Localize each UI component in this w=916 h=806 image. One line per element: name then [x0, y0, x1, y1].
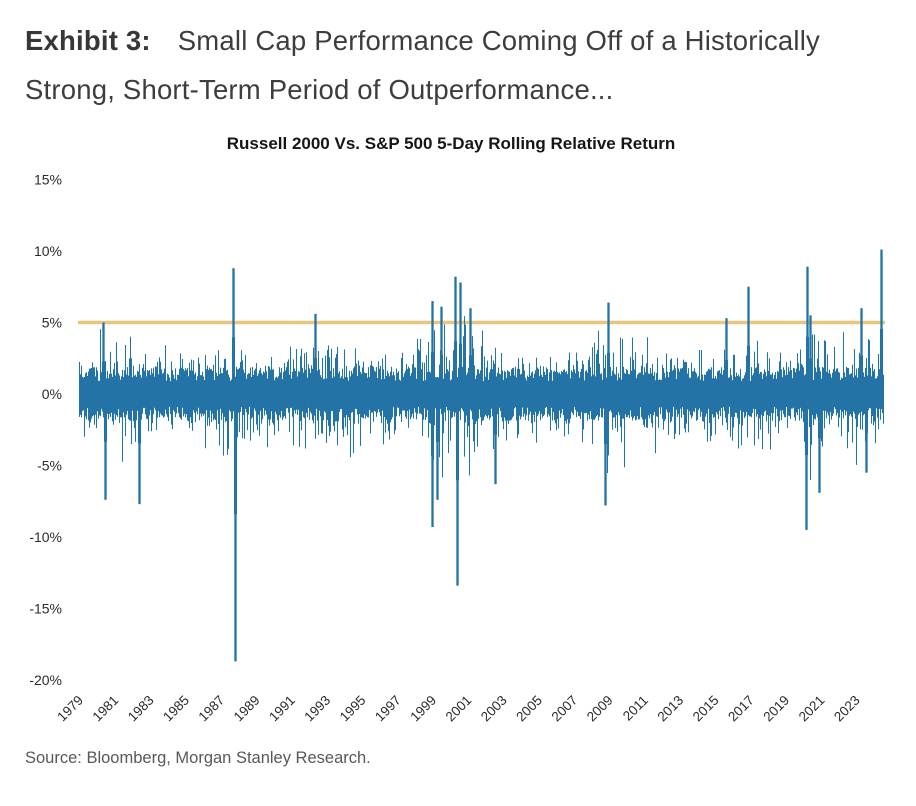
exhibit-number-label: Exhibit 3:: [25, 25, 151, 56]
x-tick-label: 1999: [407, 693, 439, 725]
extreme-spikes-path: [102, 249, 883, 662]
x-tick-label: 1997: [372, 693, 404, 725]
y-tick-label: -5%: [37, 458, 62, 474]
exhibit-header: Exhibit 3: Small Cap Performance Coming O…: [25, 16, 897, 114]
x-tick-label: 2019: [760, 693, 792, 725]
x-tick-label: 1983: [125, 693, 157, 725]
x-tick-label: 2005: [513, 693, 545, 725]
x-tick-label: 1985: [160, 693, 192, 725]
x-tick-label: 2001: [443, 693, 475, 725]
x-tick-label: 2013: [654, 693, 686, 725]
y-tick-label: -10%: [29, 529, 62, 545]
x-tick-label: 1979: [54, 693, 86, 725]
source-attribution: Source: Bloomberg, Morgan Stanley Resear…: [25, 749, 371, 767]
y-tick-label: -15%: [29, 601, 62, 617]
x-tick-label: 1989: [231, 693, 263, 725]
series-bars-group: [78, 249, 885, 662]
y-tick-label: 5%: [42, 315, 62, 331]
x-tick-label: 1993: [301, 693, 333, 725]
y-tick-label: 10%: [34, 243, 62, 259]
x-tick-label: 2003: [478, 693, 510, 725]
x-tick-label: 2021: [796, 693, 828, 725]
x-tick-label: 2011: [620, 693, 651, 724]
x-tick-label: 2009: [584, 693, 616, 725]
x-tick-label: 2007: [549, 693, 581, 725]
chart-title: Russell 2000 Vs. S&P 500 5-Day Rolling R…: [227, 134, 675, 153]
exhibit-title-text: Small Cap Performance Coming Off of a Hi…: [25, 25, 820, 105]
x-axis-labels: 1979 1981 1983 1985 1987 1989 1991 1993 1995 1997…: [54, 693, 863, 725]
x-tick-label: 1987: [195, 693, 227, 725]
x-tick-label: 2023: [831, 693, 863, 725]
y-tick-label: 0%: [42, 386, 62, 402]
y-axis-labels: 15% 10% 5% 0% -5% -10% -15% -20%: [29, 172, 62, 689]
y-tick-label: 15%: [34, 172, 62, 188]
y-tick-label: -20%: [29, 672, 62, 688]
x-tick-label: 1995: [337, 693, 369, 725]
x-tick-label: 1981: [90, 693, 122, 725]
x-tick-label: 2017: [725, 693, 757, 725]
x-tick-label: 2015: [690, 693, 722, 725]
bars-path: [78, 249, 885, 662]
x-tick-label: 1991: [266, 693, 298, 725]
